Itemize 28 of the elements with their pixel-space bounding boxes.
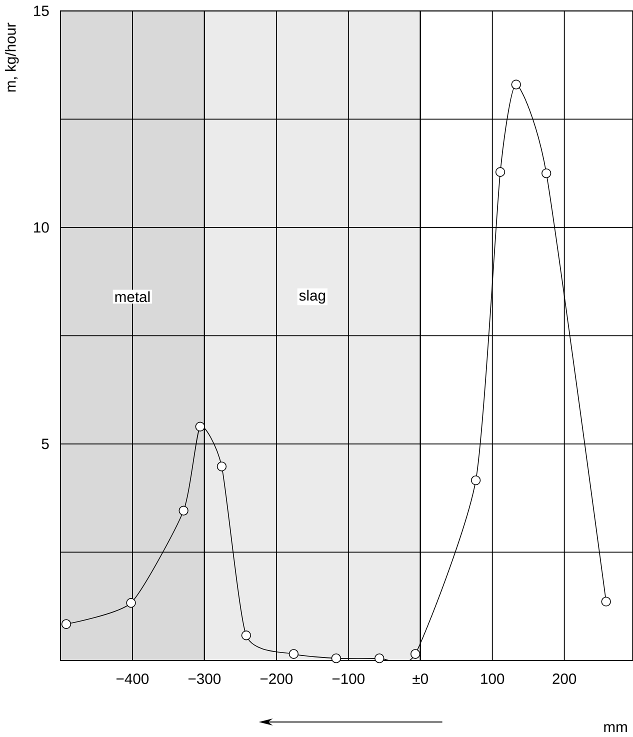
y-tick-label: 15 <box>34 6 49 16</box>
point <box>288 649 298 659</box>
point <box>126 598 136 608</box>
point <box>374 653 384 664</box>
y-tick-label: 5 <box>42 438 49 450</box>
point <box>495 167 506 177</box>
y-axis-title: m, kg/hour <box>4 22 19 92</box>
x-tick-label: −200 <box>260 674 292 684</box>
point <box>61 619 71 629</box>
point <box>541 168 552 178</box>
point <box>241 630 251 640</box>
x-tick-label: 100 <box>481 674 504 684</box>
point <box>470 475 481 486</box>
point <box>178 506 188 516</box>
point <box>410 649 420 659</box>
point <box>216 462 226 472</box>
x-tick-label: −300 <box>188 674 220 684</box>
x-tick-label: −100 <box>332 674 364 684</box>
band-label: slag <box>299 290 325 304</box>
y-tick-label: 10 <box>34 222 49 233</box>
point <box>195 422 205 432</box>
x-tick-label: ±0 <box>412 674 428 684</box>
point <box>331 653 341 664</box>
x-axis-title: mm <box>604 724 627 732</box>
x-tick-label: 200 <box>552 674 576 684</box>
x-tick-label: −400 <box>116 674 148 684</box>
band-label: metal <box>115 291 150 302</box>
point <box>511 80 521 90</box>
